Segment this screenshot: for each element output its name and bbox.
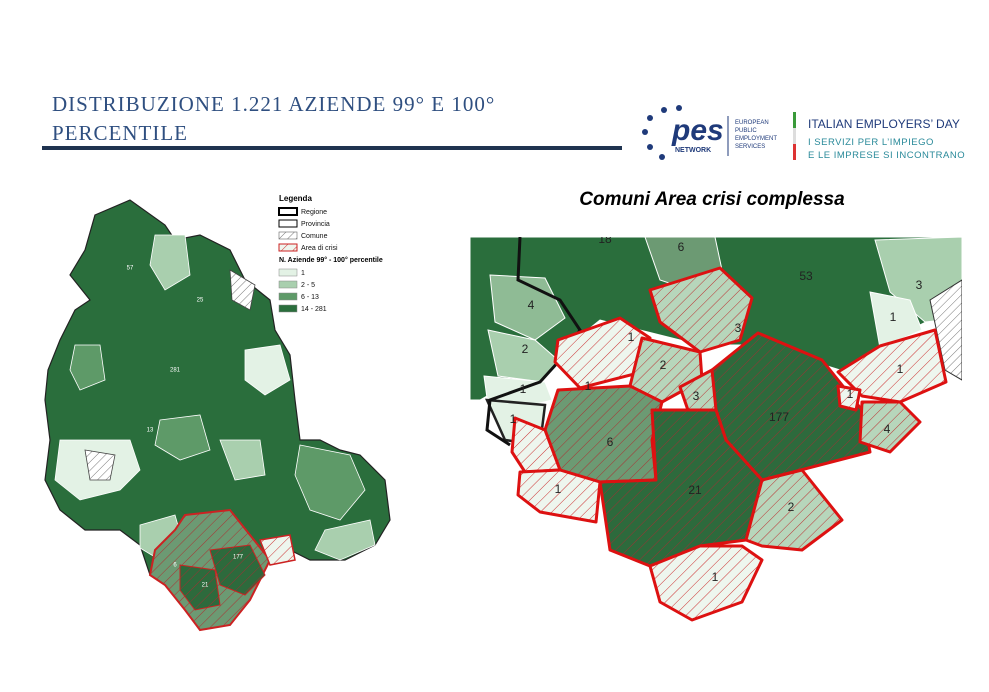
crisis-municipality <box>209 544 266 596</box>
crisis-municipality <box>543 384 664 484</box>
legend-swatch <box>278 292 298 301</box>
municipality <box>314 519 376 561</box>
municipality <box>154 414 211 461</box>
legend-label: 14 - 281 <box>301 306 327 313</box>
map-label: 177 <box>769 410 789 424</box>
event-name: ITALIAN EMPLOYERS’ DAY <box>808 117 960 131</box>
legend-label: 6 - 13 <box>301 294 319 301</box>
map-label: 6 <box>173 563 177 569</box>
logo-stars <box>642 105 682 160</box>
region-map: 57 25 281 177 21 6 13 <box>44 199 391 632</box>
map-label: 6 <box>607 435 614 449</box>
municipality <box>69 344 106 391</box>
crisis-municipality <box>744 468 844 552</box>
map-label: 281 <box>170 368 181 374</box>
flag-red <box>793 144 796 160</box>
legend-subtitle: N. Aziende 99° - 100° percentile <box>279 256 383 264</box>
map-label: 3 <box>916 278 923 292</box>
map-label: 18 <box>598 232 612 246</box>
crisis-municipality <box>858 400 922 454</box>
crisis-municipality <box>836 384 862 412</box>
crisis-municipality <box>179 564 221 611</box>
flag-white <box>793 128 796 144</box>
crisis-municipality <box>648 266 754 354</box>
crisis-municipality <box>648 544 764 622</box>
municipality <box>84 449 116 481</box>
map-label: 177 <box>233 555 244 561</box>
map-label: 2 <box>522 342 529 356</box>
legend-label: 2 - 5 <box>301 282 315 289</box>
crisis-municipality <box>836 328 948 404</box>
legend-swatch <box>278 231 298 240</box>
municipality <box>219 439 266 481</box>
legend-label: 1 <box>301 270 305 277</box>
map-label: 1 <box>585 379 592 393</box>
map-label: 1 <box>890 310 897 324</box>
map-label: 1 <box>847 387 854 401</box>
map-label: 13 <box>147 428 154 434</box>
logo-subtitle: PUBLIC <box>735 128 757 134</box>
legend-title: Legenda <box>279 194 312 203</box>
logo-subtitle: EMPLOYMENT <box>735 136 777 142</box>
municipality <box>869 291 923 349</box>
municipality <box>294 444 366 521</box>
legend-swatch <box>278 280 298 289</box>
logo-subtitle: EUROPEAN <box>735 120 769 126</box>
map-label: 1 <box>897 362 904 376</box>
map-label: 6 <box>678 240 685 254</box>
pes-logo: pes NETWORK EUROPEAN PUBLIC EMPLOYMENT S… <box>642 105 965 161</box>
map-label: 3 <box>693 389 700 403</box>
zoom-map: 18 6 53 4 2 1 1 1 2 3 1 3 1 1 177 1 4 6 … <box>470 232 962 622</box>
legend-label: Provincia <box>301 221 330 228</box>
slide-title: DISTRIBUZIONE 1.221 AZIENDE 99° E 100° P… <box>52 92 496 145</box>
map-label: 1 <box>510 412 517 426</box>
map-label: 1 <box>628 330 635 344</box>
municipality <box>149 234 191 291</box>
legend-swatch <box>278 207 298 216</box>
logo-network: NETWORK <box>675 147 711 154</box>
map-label: 21 <box>688 483 702 497</box>
municipality <box>244 344 291 396</box>
legend: Legenda Regione Provincia Comune Area di… <box>278 194 383 313</box>
logo-subtitle: SERVICES <box>735 144 765 150</box>
zoom-map-title: Comuni Area crisi complessa <box>579 189 845 210</box>
legend-swatch <box>278 219 298 228</box>
logo-pes: pes <box>671 114 724 147</box>
municipality <box>229 269 256 311</box>
tagline: E LE IMPRESE SI INCONTRANO <box>808 150 965 161</box>
crisis-area <box>510 266 948 622</box>
map-label: 57 <box>127 266 134 272</box>
map-label: 4 <box>884 422 891 436</box>
municipality <box>489 274 566 341</box>
title-underline <box>42 146 622 150</box>
legend-swatch <box>278 304 298 313</box>
legend-label: Regione <box>301 209 327 216</box>
legend-swatch <box>278 243 298 252</box>
map-label: 1 <box>520 382 527 396</box>
legend-label: Comune <box>301 233 328 240</box>
map-label: 2 <box>660 358 667 372</box>
map-label: 4 <box>528 298 535 312</box>
map-label: 21 <box>202 583 209 589</box>
crisis-municipality <box>258 534 296 566</box>
map-label: 3 <box>735 321 742 335</box>
map-label: 2 <box>788 500 795 514</box>
map-label: 1 <box>555 482 562 496</box>
map-label: 1 <box>712 570 719 584</box>
map-label: 25 <box>197 298 204 304</box>
map-label: 53 <box>799 269 813 283</box>
tagline: I SERVIZI PER L’IMPIEGO <box>808 137 934 148</box>
flag-green <box>793 112 796 128</box>
crisis-municipality <box>516 468 602 524</box>
legend-label: Area di crisi <box>301 245 338 252</box>
legend-swatch <box>278 268 298 277</box>
